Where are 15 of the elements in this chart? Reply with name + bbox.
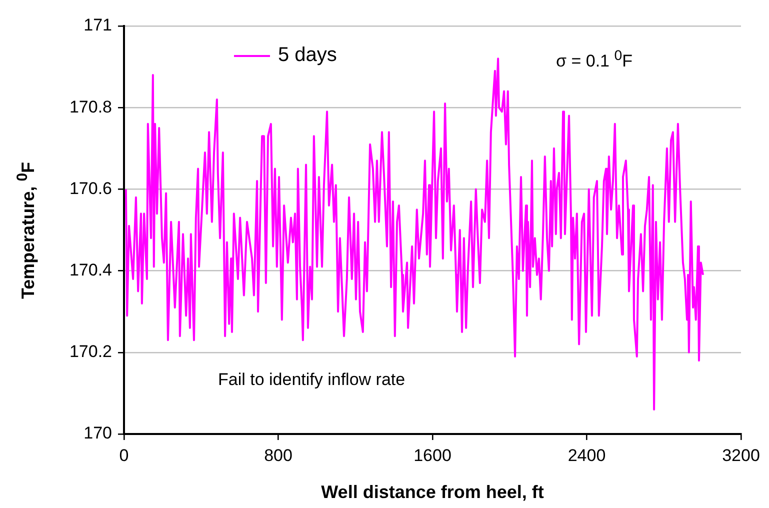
y-tick-label: 170.2 — [69, 342, 112, 362]
y-tick-label: 170.8 — [69, 97, 112, 116]
y-tick-label: 170.6 — [69, 178, 112, 198]
x-tick-label: 0 — [119, 446, 129, 465]
annotation: Fail to identify inflow rate — [218, 370, 406, 390]
x-tick-label: 2400 — [568, 446, 606, 465]
x-tick-label: 1600 — [414, 446, 452, 465]
x-tick-label: 800 — [264, 446, 292, 465]
legend-label: 5 days — [278, 44, 337, 67]
annotation: σ = 0.1 $^{0}$F — [556, 48, 632, 72]
x-axis-title: Well distance from heel, ft — [321, 482, 544, 502]
y-tick-label: 171 — [84, 16, 112, 35]
x-tick-label: 3200 — [722, 446, 760, 465]
y-tick-label: 170.4 — [69, 260, 112, 280]
y-tick-label: 170 — [84, 424, 112, 443]
